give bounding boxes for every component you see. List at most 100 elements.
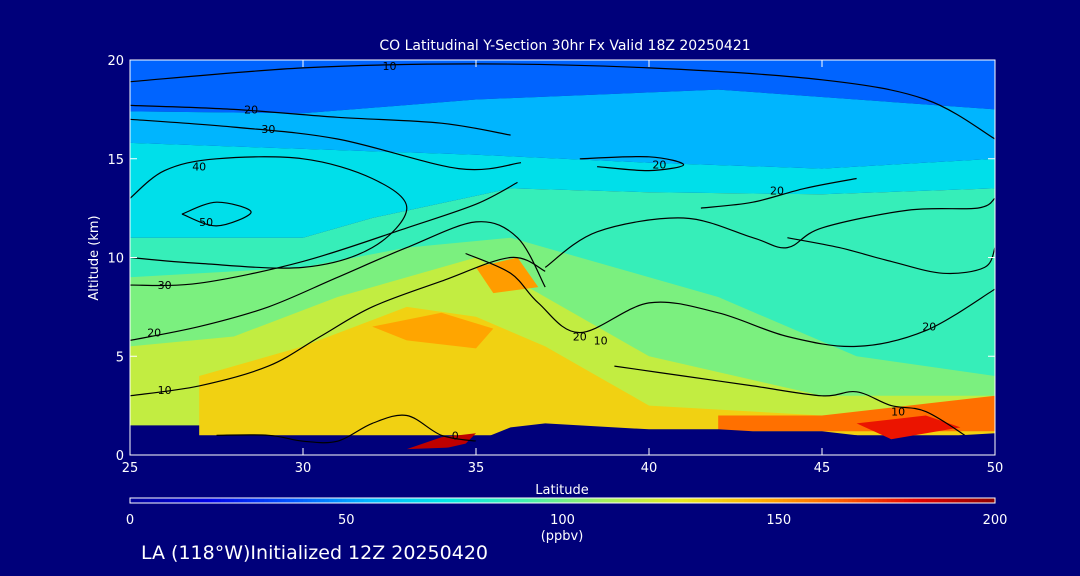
- contour-line-2: [130, 118, 522, 171]
- colorbar-cell: [164, 498, 170, 503]
- colorbar-cell: [925, 498, 931, 503]
- terrain-layer: [413, 423, 995, 455]
- colorbar-cell: [934, 498, 940, 503]
- colorbar-cell: [809, 498, 814, 503]
- colorbar-cell: [307, 498, 313, 503]
- colorbar-cell: [860, 498, 866, 503]
- colorbar-cell: [982, 498, 987, 503]
- colorbar-cell: [151, 498, 157, 503]
- colorbar-cell: [847, 498, 853, 503]
- colorbar-cell: [311, 498, 317, 503]
- colorbar-cell: [908, 498, 914, 503]
- colorbar-cell: [605, 498, 611, 503]
- colorbar-cell: [220, 498, 226, 503]
- colorbar-cell: [424, 498, 430, 503]
- heat-band-1: [130, 89, 995, 169]
- x-tick-label-5: 50: [987, 461, 1004, 476]
- colorbar-cell: [735, 498, 741, 503]
- colorbar-cell: [303, 498, 308, 503]
- colorbar-cell: [592, 498, 598, 503]
- colorbar-cell: [584, 498, 590, 503]
- y-axis-ticks: 0 5 10 15 20: [107, 54, 995, 464]
- x-tick-label-0: 25: [122, 461, 139, 476]
- colorbar-cell: [471, 498, 477, 503]
- heat-band-7: [372, 312, 494, 349]
- colorbar-cell: [238, 498, 244, 503]
- colorbar-cell: [536, 498, 542, 503]
- colorbar-cell: [385, 498, 391, 503]
- colorbar-cell: [173, 498, 179, 503]
- colorbar-cell: [285, 498, 291, 503]
- contour-line-14: [614, 365, 972, 440]
- y-tick-label-2: 10: [107, 252, 124, 267]
- heat-band-2: [130, 142, 995, 238]
- colorbar-cell: [765, 498, 771, 503]
- contour-line-10: [579, 155, 685, 172]
- colorbar-cell: [363, 498, 369, 503]
- contour-line-5: [130, 181, 518, 287]
- colorbar-cell: [233, 498, 239, 503]
- colorbar-cell: [540, 498, 546, 503]
- colorbar-cell: [372, 498, 378, 503]
- colorbar-cell: [960, 498, 966, 503]
- colorbar-cell: [476, 498, 481, 503]
- x-tick-label-3: 40: [641, 461, 658, 476]
- colorbar-cell: [272, 498, 278, 503]
- colorbar-cell: [804, 498, 810, 503]
- colorbar-cell: [216, 498, 222, 503]
- colorbar-cell: [181, 498, 187, 503]
- colorbar-tick-label-3: 150: [766, 513, 791, 528]
- colorbar-cell: [160, 498, 166, 503]
- colorbar-cell: [964, 498, 970, 503]
- colorbar-cell: [692, 498, 698, 503]
- colorbar-cell: [259, 498, 265, 503]
- colorbar-cell: [912, 498, 918, 503]
- colorbar-cell: [207, 498, 213, 503]
- x-axis-ticks: 25 30 35 40 45 50: [122, 60, 1004, 476]
- colorbar-cell: [597, 498, 603, 503]
- colorbar-cell: [783, 498, 788, 503]
- contour-label-6: 20: [147, 327, 161, 340]
- colorbar-cell: [938, 498, 944, 503]
- terrain-shape: [413, 423, 995, 455]
- colorbar-cell: [778, 498, 784, 503]
- colorbar-cell: [921, 498, 927, 503]
- colorbar-cell: [886, 498, 892, 503]
- colorbar-cell: [623, 498, 628, 503]
- colorbar-cell: [501, 498, 507, 503]
- x-tick-label-2: 35: [468, 461, 485, 476]
- colorbar-cell: [757, 498, 763, 503]
- colorbar-units: (ppbv): [541, 529, 584, 544]
- contour-label-0: 10: [383, 60, 397, 73]
- colorbar-cell: [415, 498, 421, 503]
- y-tick-label-0: 0: [116, 449, 124, 464]
- colorbar-cell: [350, 498, 356, 503]
- contour-line-6: [130, 221, 546, 341]
- colorbar-cell: [787, 498, 793, 503]
- colorbar-tick-label-1: 50: [338, 513, 355, 528]
- colorbar-cell: [895, 498, 901, 503]
- colorbar-cell: [367, 498, 373, 503]
- contour-label-12: 10: [594, 334, 608, 347]
- colorbar-cell: [644, 498, 650, 503]
- colorbar-cell: [333, 498, 339, 503]
- colorbar-cell: [519, 498, 525, 503]
- colorbar-cell: [796, 498, 801, 503]
- colorbar-cell: [869, 498, 875, 503]
- colorbar-cell: [956, 498, 961, 503]
- colorbar-cell: [380, 498, 386, 503]
- contour-label-2: 30: [261, 123, 275, 136]
- contour-label-4: 50: [199, 216, 213, 229]
- colorbar-cell: [666, 498, 672, 503]
- y-tick-label-4: 20: [107, 54, 124, 69]
- colorbar-cell: [480, 498, 486, 503]
- colorbar-cell: [450, 498, 455, 503]
- x-tick-label-1: 30: [295, 461, 312, 476]
- colorbar-cell: [419, 498, 425, 503]
- colorbar-cell: [514, 498, 520, 503]
- colorbar-cell: [359, 498, 365, 503]
- colorbar-cell: [346, 498, 352, 503]
- colorbar-cell: [770, 498, 776, 503]
